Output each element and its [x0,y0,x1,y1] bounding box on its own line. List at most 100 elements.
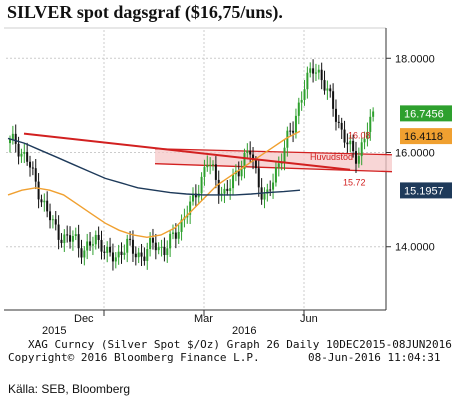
source-note: Källa: SEB, Bloomberg [8,382,131,396]
candle-body [131,239,134,254]
footer-timestamp: 08-Jun-2016 11:04:31 [308,351,441,364]
candle-body [229,188,232,191]
candle-body [280,162,283,164]
candle-body [154,242,157,251]
candle-body [329,88,332,92]
candle-body [334,108,337,122]
candle-body [300,99,303,103]
candle-body [317,69,320,73]
candle-body [83,250,86,258]
y-tick-label: 14.0000 [395,242,435,254]
candle-body [240,169,243,177]
candle-body [46,200,49,212]
candle-body [177,231,180,239]
candle-body [314,72,317,74]
candle-body [29,161,32,168]
candle-body [192,193,194,202]
price-tags: 16.7456 16.4118 15.1957 [400,105,452,199]
candle-body [223,188,226,194]
candle-body [117,251,120,258]
candle-body [366,131,369,139]
candle-body [69,235,72,242]
candle-body [217,179,220,196]
candle-body [77,234,80,249]
candle-body [277,163,280,168]
candle-body [243,153,246,170]
candle-body [140,252,143,257]
candle-body [94,234,97,245]
candle-body [63,234,66,244]
candle-body [252,154,255,161]
candle-body [332,91,335,109]
candle-body [306,72,309,90]
trendline [23,132,351,171]
candle-body [349,140,352,145]
candle-body [203,167,206,177]
candle-body [89,241,92,246]
candle-body [163,246,166,256]
candle-body [312,68,315,74]
candle-body [274,167,277,183]
candle-body [49,211,52,221]
candle-body [11,133,14,140]
candle-body [343,129,346,143]
candle-body [80,248,83,258]
candle-body [34,168,37,182]
candle-body [71,235,74,242]
candle-body [129,238,132,240]
annotations: 16.08 15.72 Huvudstöd [310,131,371,188]
moving-average-blue [7,137,301,196]
candle-body [246,150,249,154]
candle-body [57,224,60,240]
candle-body [123,252,126,255]
y-tick-label: 16.0000 [395,148,435,160]
candle-body [126,238,129,253]
candle-body [340,122,343,130]
x-month-label: Mar [194,313,213,325]
candle-body [372,111,375,117]
candle-body [289,130,292,132]
candle-body [160,246,163,248]
candle-body [134,253,137,258]
candle-body [214,164,217,180]
candle-body [357,156,360,164]
candle-body [43,200,46,203]
candle-body [226,188,229,191]
price-tag-bg [400,128,452,145]
price-tag-label: 16.4118 [404,131,443,143]
candle-body [111,252,114,262]
x-year-label: 2015 [42,325,66,337]
candle-body [272,182,275,190]
candle-body [91,244,94,246]
candle-body [14,133,17,144]
candle-body [320,69,323,81]
candle-body [54,219,57,225]
candle-body [143,256,146,261]
candle-body [257,168,260,188]
moving-average-orange [7,130,301,239]
candle-body [60,239,63,244]
candle-body [149,238,152,250]
x-year-label: 2016 [232,325,256,337]
candle-body [9,139,11,144]
candle-body [360,142,363,157]
candle-body [114,257,117,262]
candle-body [23,151,26,154]
candle-body [323,80,326,91]
candle-body [283,147,286,163]
y-axis-ticks: 18.0000 16.0000 14.0000 [386,53,435,254]
candle-body [74,234,77,236]
candle-body [292,130,295,133]
x-month-label: Jun [300,313,318,325]
candle-body [100,239,103,252]
candle-body [254,160,257,169]
candle-body [363,138,366,143]
price-tag-label: 15.1957 [404,185,444,197]
candle-body [206,164,209,168]
candle-body [137,252,140,258]
candle-body [194,193,197,198]
price-tag-label: 16.7456 [404,108,444,120]
zone-lower-line [154,163,393,173]
upper-line-label: 16.08 [348,131,371,141]
